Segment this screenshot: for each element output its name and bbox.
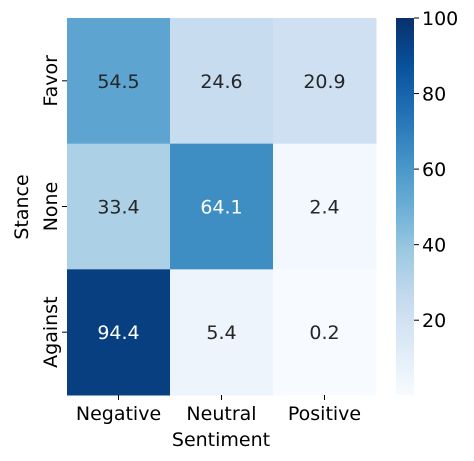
cell-value-label: 64.1 — [200, 197, 242, 219]
heatmap-cell — [170, 18, 274, 145]
y-tick-label: Against — [40, 296, 62, 367]
heatmap-cell — [273, 143, 377, 270]
cell-value-label: 24.6 — [200, 71, 242, 93]
heatmap-cell — [170, 269, 274, 396]
heatmap-cell — [67, 18, 171, 145]
heatmap-cell — [67, 143, 171, 270]
x-tick-label: Positive — [288, 403, 361, 425]
cell-value-label: 5.4 — [206, 322, 236, 344]
cell-value-label: 20.9 — [303, 71, 345, 93]
heatmap-cell — [273, 18, 377, 145]
cell-value-label: 0.2 — [309, 322, 339, 344]
colorbar-ticks: 20 40 60 80 100 — [414, 8, 458, 332]
colorbar-tick-label: 100 — [422, 8, 458, 30]
cell-value-label: 2.4 — [309, 197, 339, 219]
colorbar — [396, 18, 414, 395]
cell-value-label: 94.4 — [97, 322, 139, 344]
heatmap-cell — [67, 269, 171, 396]
x-tick-label: Negative — [76, 403, 161, 425]
heatmap-cell — [273, 269, 377, 396]
colorbar-tick-label: 80 — [422, 84, 446, 106]
cell-value-label: 54.5 — [97, 71, 139, 93]
x-axis-title: Sentiment — [172, 429, 270, 451]
y-tick-label: Favor — [40, 55, 62, 107]
colorbar-tick-label: 40 — [422, 235, 446, 257]
heatmap-cells — [67, 18, 377, 396]
y-tick-label: None — [40, 182, 62, 232]
heatmap-cell-labels: 54.5 24.6 20.9 33.4 64.1 2.4 94.4 5.4 0.2 — [97, 71, 345, 344]
colorbar-tick-label: 60 — [422, 159, 446, 181]
y-axis-ticks: Favor None Against — [40, 55, 67, 368]
y-axis-title: Stance — [11, 174, 33, 239]
cell-value-label: 33.4 — [97, 197, 139, 219]
colorbar-tick-label: 20 — [422, 310, 446, 332]
heatmap-cell — [170, 143, 274, 270]
x-axis-ticks: Negative Neutral Positive — [76, 395, 361, 425]
x-tick-label: Neutral — [186, 403, 256, 425]
